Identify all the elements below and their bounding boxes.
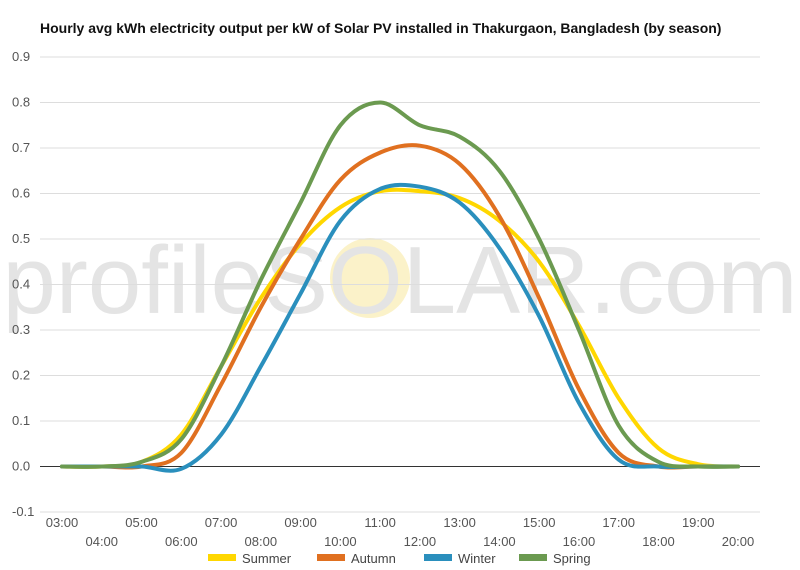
x-tick-label: 14:00 [483,534,516,549]
y-tick-label: 0.9 [12,49,30,64]
y-tick-label: 0.1 [12,413,30,428]
x-tick-label: 05:00 [125,515,158,530]
series-line-spring [60,100,740,469]
y-tick-label: 0.3 [12,322,30,337]
x-tick-label: 20:00 [722,534,755,549]
x-tick-label: 09:00 [284,515,317,530]
x-tick-label: 08:00 [245,534,278,549]
x-tick-label: 03:00 [46,515,79,530]
x-tick-label: 06:00 [165,534,198,549]
legend-label-winter: Winter [458,551,496,566]
legend-label-summer: Summer [242,551,292,566]
legend-label-autumn: Autumn [351,551,396,566]
x-tick-label: 13:00 [443,515,476,530]
y-tick-label: -0.1 [12,504,34,519]
watermark-sun [330,238,410,318]
y-tick-label: 0.0 [12,459,30,474]
watermark: profileSOLAR.com [3,227,798,334]
y-tick-label: 0.5 [12,231,30,246]
y-axis-ticks: -0.1 0.0 0.1 0.2 0.3 0.4 0.5 0.6 0.7 0.8 0.9 [12,49,34,519]
legend: Summer Autumn Winter Spring [208,551,591,566]
x-tick-label: 07:00 [205,515,238,530]
x-tick-label: 19:00 [682,515,715,530]
series-line-winter [60,182,740,473]
legend-swatch-summer [208,554,236,561]
chart-title: Hourly avg kWh electricity output per kW… [40,20,722,36]
watermark-text: profileSOLAR.com [3,227,798,334]
x-tick-label: 11:00 [364,515,396,530]
series-line-summer [60,187,740,469]
series-line-autumn [60,143,740,470]
legend-swatch-spring [519,554,547,561]
legend-swatch-winter [424,554,452,561]
x-tick-label: 17:00 [602,515,635,530]
y-tick-label: 0.6 [12,186,30,201]
y-tick-label: 0.2 [12,368,30,383]
x-tick-label: 12:00 [404,534,437,549]
x-axis-ticks: 03:00 04:00 05:00 06:00 07:00 08:00 09:00 10:00… [46,515,755,549]
y-tick-label: 0.8 [12,95,30,110]
x-tick-label: 15:00 [523,515,556,530]
y-tick-label: 0.4 [12,277,30,292]
x-tick-label: 04:00 [85,534,118,549]
x-tick-label: 18:00 [642,534,675,549]
x-tick-label: 10:00 [324,534,357,549]
y-tick-label: 0.7 [12,140,30,155]
legend-label-spring: Spring [553,551,591,566]
series-lines [60,100,740,473]
legend-swatch-autumn [317,554,345,561]
x-tick-label: 16:00 [563,534,596,549]
